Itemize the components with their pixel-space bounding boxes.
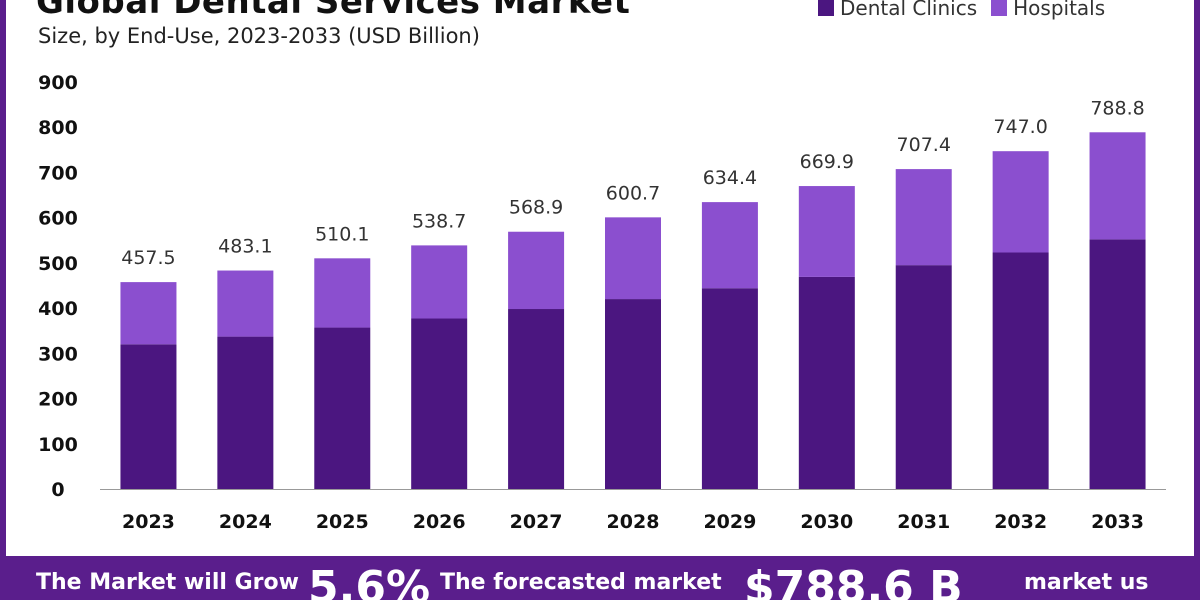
footer-text-grow: The Market will Grow bbox=[36, 570, 299, 595]
data-label: 568.9 bbox=[509, 197, 563, 219]
data-label: 634.4 bbox=[703, 167, 757, 189]
x-tick-label: 2030 bbox=[800, 511, 853, 533]
bar-dental-clinics bbox=[605, 299, 661, 489]
data-label: 457.5 bbox=[121, 247, 175, 269]
data-label: 788.8 bbox=[1090, 97, 1144, 119]
data-label: 669.9 bbox=[800, 151, 854, 173]
bar-hospitals bbox=[217, 270, 274, 337]
x-tick-label: 2028 bbox=[607, 511, 660, 533]
data-label: 510.1 bbox=[315, 223, 369, 245]
legend-label: Dental Clinics bbox=[840, 0, 978, 20]
x-tick-label: 2031 bbox=[897, 511, 950, 533]
legend-swatch bbox=[818, 0, 834, 16]
left-border bbox=[0, 0, 6, 600]
x-tick-label: 2033 bbox=[1091, 511, 1144, 533]
y-tick-label: 500 bbox=[38, 253, 78, 275]
bar-dental-clinics bbox=[217, 336, 274, 489]
chart-subtitle: Size, by End-Use, 2023-2033 (USD Billion… bbox=[38, 24, 480, 48]
bar-hospitals bbox=[314, 258, 371, 328]
y-tick-label: 300 bbox=[38, 343, 78, 365]
y-tick-label: 700 bbox=[38, 162, 78, 184]
bar-dental-clinics bbox=[120, 344, 177, 489]
bar-hospitals bbox=[992, 151, 1049, 253]
bar-hospitals bbox=[605, 217, 661, 300]
bar-hospitals bbox=[411, 245, 468, 319]
y-tick-label: 600 bbox=[38, 208, 78, 230]
bar-hospitals bbox=[701, 202, 758, 289]
bar-dental-clinics bbox=[1089, 239, 1146, 489]
data-label: 600.7 bbox=[606, 182, 660, 204]
data-label: 747.0 bbox=[993, 116, 1047, 138]
footer-banner: The Market will Grow 5.6% The forecasted… bbox=[0, 556, 1200, 600]
legend-swatch bbox=[991, 0, 1008, 16]
data-label: 707.4 bbox=[897, 134, 951, 156]
bar-hospitals bbox=[120, 282, 177, 345]
x-tick-label: 2023 bbox=[122, 511, 175, 533]
footer-value: $788.6 B bbox=[744, 562, 963, 600]
bar-hospitals bbox=[508, 231, 565, 310]
x-tick-label: 2027 bbox=[510, 511, 563, 533]
bar-hospitals bbox=[798, 186, 855, 277]
data-label: 538.7 bbox=[412, 210, 466, 232]
legend-item-hospitals: Hospitals bbox=[991, 0, 1105, 20]
x-tick-label: 2025 bbox=[316, 511, 369, 533]
footer-cagr: 5.6% bbox=[308, 562, 431, 600]
bar-chart: 0 100 200 300 400 500 600 700 800 900 457.5 2023 483… bbox=[38, 72, 1166, 533]
x-tick-label: 2029 bbox=[703, 511, 756, 533]
bar-dental-clinics bbox=[798, 276, 855, 489]
bar-dental-clinics bbox=[701, 288, 758, 489]
footer-brand: market us bbox=[1024, 570, 1149, 595]
bar-hospitals bbox=[895, 169, 952, 266]
data-label: 483.1 bbox=[218, 236, 272, 258]
chart-title: Global Dental Services Market bbox=[36, 0, 631, 22]
bar-dental-clinics bbox=[992, 252, 1049, 489]
bar-dental-clinics bbox=[895, 265, 952, 489]
legend-item-dental-clinics: Dental Clinics bbox=[818, 0, 977, 20]
legend: Dental Clinics Hospitals bbox=[818, 0, 1105, 20]
x-tick-label: 2026 bbox=[413, 511, 466, 533]
bar-dental-clinics bbox=[508, 309, 565, 489]
y-tick-label: 800 bbox=[38, 117, 78, 139]
legend-label: Hospitals bbox=[1013, 0, 1106, 20]
x-tick-label: 2024 bbox=[219, 511, 272, 533]
y-tick-label: 200 bbox=[38, 389, 78, 411]
y-tick-label: 900 bbox=[38, 72, 78, 94]
bar-dental-clinics bbox=[314, 327, 371, 489]
right-border bbox=[1194, 0, 1200, 600]
y-tick-label: 0 bbox=[51, 479, 64, 501]
y-tick-label: 400 bbox=[38, 298, 78, 320]
bar-hospitals bbox=[1089, 132, 1146, 240]
y-tick-label: 100 bbox=[38, 434, 78, 456]
footer-text-forecast: The forecasted market bbox=[440, 570, 722, 595]
bar-dental-clinics bbox=[411, 318, 468, 489]
x-tick-label: 2032 bbox=[994, 511, 1047, 533]
